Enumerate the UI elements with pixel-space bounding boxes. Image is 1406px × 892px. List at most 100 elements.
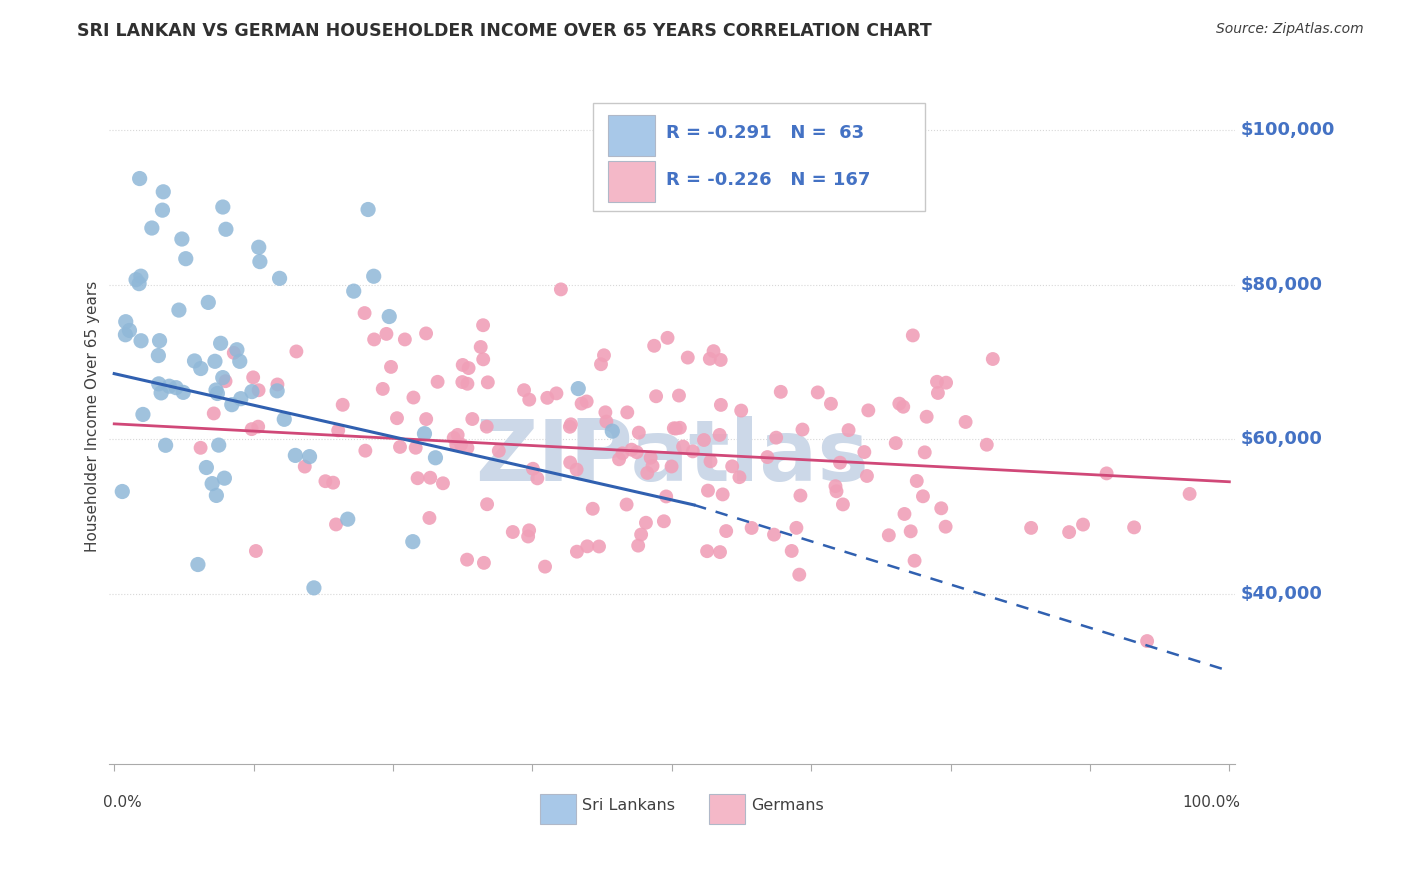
Point [190,361,212,376]
Point [927,386,949,401]
Point [406,471,429,485]
Point [593,348,616,362]
Point [415,412,437,426]
Point [703,344,725,359]
Point [838,423,860,437]
Point [1019,521,1042,535]
Point [425,450,447,465]
Point [672,440,695,454]
Point [709,545,731,559]
Point [889,397,911,411]
Point [662,421,685,435]
Point [245,544,267,558]
Point [697,483,720,498]
Point [201,476,224,491]
Point [125,273,148,287]
Point [247,419,270,434]
Point [222,346,245,360]
Point [730,403,752,417]
Point [763,527,786,541]
Point [661,459,683,474]
Point [976,438,998,452]
Point [676,351,699,365]
Point [285,344,308,359]
Point [853,445,876,459]
Point [1071,517,1094,532]
Point [128,171,150,186]
Point [607,452,630,467]
Point [378,310,401,324]
Point [925,375,948,389]
Point [589,357,612,371]
Point [588,540,610,554]
Point [205,488,228,502]
Point [820,397,842,411]
Point [380,359,402,374]
Point [451,375,474,389]
Point [470,340,492,354]
Point [456,552,478,566]
Point [363,269,385,284]
Point [787,567,810,582]
Point [402,391,425,405]
FancyBboxPatch shape [593,103,925,211]
Point [665,421,688,435]
FancyBboxPatch shape [709,794,745,824]
Point [247,383,270,397]
Point [128,277,150,291]
Point [756,450,779,464]
Point [298,450,321,464]
Point [353,306,375,320]
Point [118,323,141,337]
Point [129,269,152,284]
Point [336,512,359,526]
Point [721,459,744,474]
Point [394,333,416,347]
Point [211,370,233,384]
Point [560,417,582,432]
Point [446,438,468,452]
Point [655,490,678,504]
Point [148,334,170,348]
Point [669,421,692,435]
Point [769,384,792,399]
Point [877,528,900,542]
Point [911,489,934,503]
Point [914,445,936,459]
Text: R = -0.291   N =  63: R = -0.291 N = 63 [666,125,865,143]
Point [477,376,499,390]
Text: $60,000: $60,000 [1240,430,1323,449]
Point [197,295,219,310]
Point [560,456,582,470]
Point [229,354,252,368]
Point [187,558,209,572]
Point [517,529,540,543]
Point [699,351,721,366]
Text: Germans: Germans [751,798,824,813]
Point [150,385,173,400]
Point [884,436,907,450]
Point [225,343,247,357]
Point [828,456,851,470]
Point [668,388,690,402]
Point [418,511,440,525]
Point [314,474,336,488]
Point [765,431,787,445]
Point [616,498,638,512]
Point [900,524,922,539]
Point [955,415,977,429]
Point [157,379,180,393]
Point [657,331,679,345]
Text: $40,000: $40,000 [1240,585,1323,603]
Point [825,484,848,499]
Point [627,539,650,553]
Point [266,384,288,398]
Point [710,353,733,368]
Point [534,559,557,574]
Point [240,422,263,436]
Point [652,514,675,528]
Point [354,443,377,458]
Point [807,385,830,400]
Point [451,358,474,372]
Point [472,556,495,570]
